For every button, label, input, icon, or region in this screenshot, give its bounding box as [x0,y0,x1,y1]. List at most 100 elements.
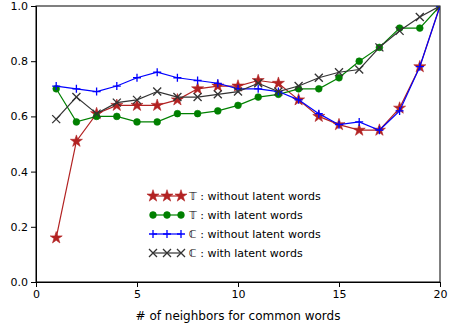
marker [254,79,262,87]
marker [295,82,303,90]
legend-label: 𝕋 : without latent words [188,190,321,203]
marker [436,6,440,10]
tick-mark [31,6,36,7]
tick-mark [339,282,340,287]
marker [272,77,284,88]
tick-mark [31,172,36,173]
marker [133,96,141,104]
tick-mark [31,227,36,228]
marker [274,88,282,96]
legend-marker [149,249,157,257]
legend-marker [175,190,187,201]
tick-mark [31,116,36,117]
marker [375,126,383,134]
tick: 10 [232,282,246,301]
marker [134,119,141,126]
series-group [50,6,440,243]
y-axis: 0.0 0.2 0.4 0.6 0.8 1.0 [11,0,37,289]
tick: 15 [333,282,347,301]
tick-label: 5 [134,288,141,301]
marker [93,88,101,96]
marker [315,74,323,82]
tick-label: 0.8 [11,55,29,68]
series-line [56,6,440,119]
marker [396,107,404,115]
marker [113,113,120,120]
marker [214,79,222,87]
marker [214,107,221,114]
tick-mark [440,282,441,287]
marker [274,88,282,96]
marker [70,135,82,146]
marker [295,96,303,104]
marker [194,77,202,85]
tick: 0.0 [11,276,37,289]
marker [355,118,363,126]
legend-marker [147,190,159,201]
marker [355,65,363,73]
tick: 5 [134,282,141,301]
marker [50,232,62,243]
tick: 0.4 [11,166,37,179]
tick-label: 20 [434,288,448,301]
marker [315,85,322,92]
marker [214,90,222,98]
marker [113,99,121,107]
marker [52,82,60,90]
tick-label: 0.4 [11,166,29,179]
marker [194,110,201,117]
legend-entry: ℂ : with latent words [149,247,303,260]
tick: 0.6 [11,110,37,123]
x-axis-title: # of neighbors for common words [136,309,341,323]
marker [255,94,262,101]
tick-mark [238,282,239,287]
tick: 0 [33,282,40,301]
legend-entry: 𝕋 : without latent words [147,190,321,203]
marker [194,93,202,101]
marker [154,119,161,126]
tick-label: 0.2 [11,221,29,234]
marker [153,88,161,96]
marker [235,102,242,109]
marker [335,121,343,129]
tick-mark [137,282,138,287]
marker [73,119,80,126]
x-axis: 0 5 10 15 20 [33,282,448,301]
series-line [56,6,440,122]
marker [173,74,181,82]
marker [416,63,424,71]
tick-label: 0.6 [11,110,29,123]
marker [72,93,80,101]
marker [335,68,343,76]
tick: 0.2 [11,221,37,234]
marker [212,80,224,91]
legend-marker [178,212,185,219]
marker [416,25,423,32]
tick: 0.8 [11,55,37,68]
series-line [56,6,440,130]
tick-label: 0.0 [11,276,29,289]
legend: 𝕋 : without latent words 𝕋 : with latent … [147,190,321,260]
tick-label: 0 [33,288,40,301]
marker [93,110,101,118]
series-line [56,6,440,238]
marker [173,93,181,101]
marker [375,43,383,51]
tick-label: 1.0 [11,0,29,13]
legend-entry: 𝕋 : with latent words [150,209,303,222]
legend-marker [161,190,173,201]
plot-frame [36,6,440,282]
marker [234,88,242,96]
legend-label: ℂ : with latent words [189,247,303,260]
marker [72,85,80,93]
legend-marker [163,230,171,238]
legend-marker [163,249,171,257]
marker [356,58,363,65]
marker [171,94,183,105]
legend-marker [177,230,185,238]
chart: 0 5 10 15 20 0.0 0.2 0.4 0.6 0.8 1.0 𝕋 : without la… [0,0,452,330]
marker [153,68,161,76]
plot: 0 5 10 15 20 0.0 0.2 0.4 0.6 0.8 1.0 𝕋 : without la… [11,0,448,301]
legend-marker [177,249,185,257]
marker [414,60,426,71]
